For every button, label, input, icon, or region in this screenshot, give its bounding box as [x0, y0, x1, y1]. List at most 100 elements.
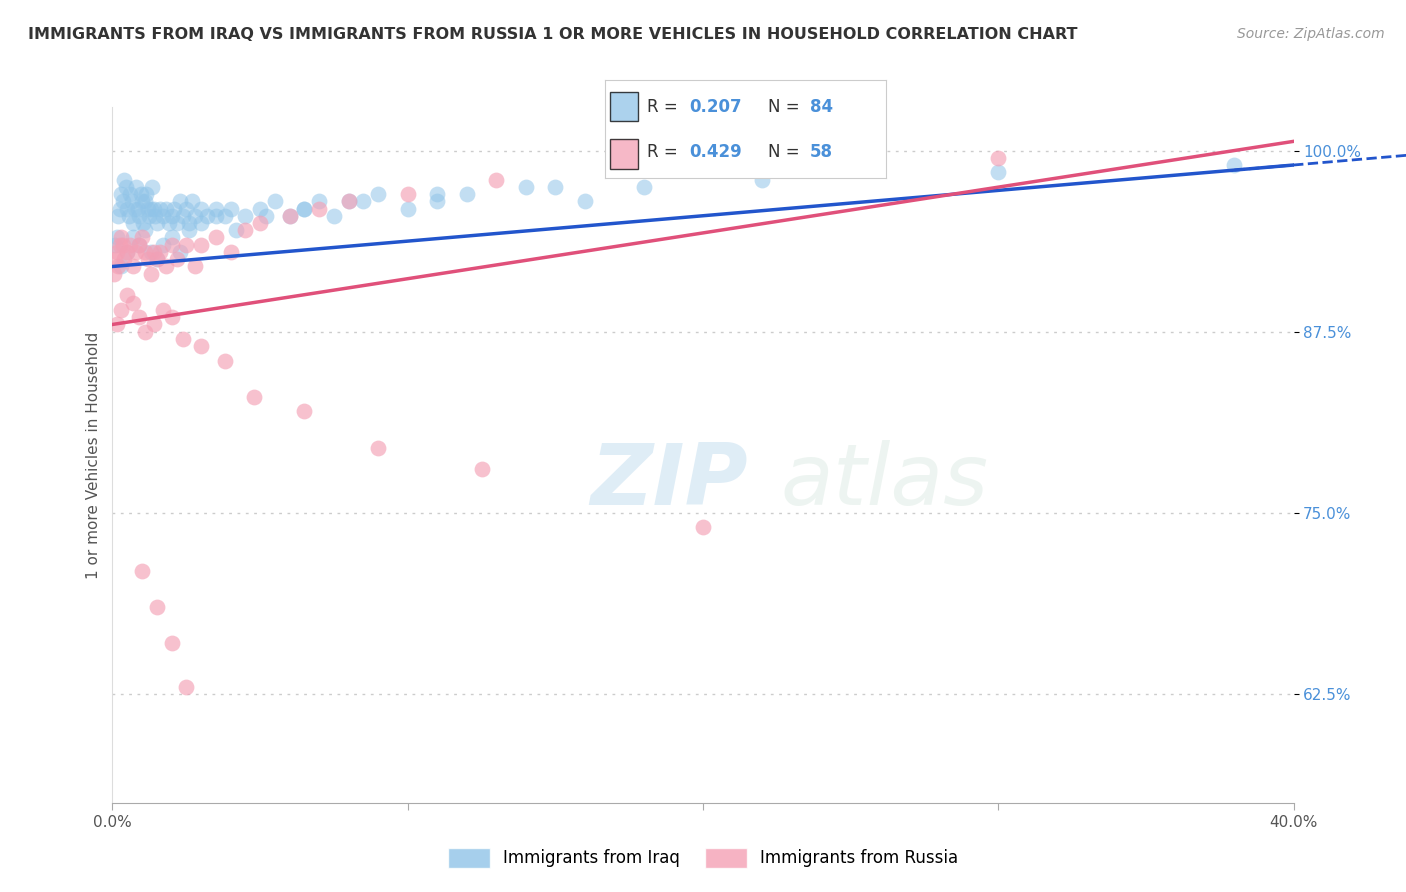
Point — [122, 230, 145, 244]
Point — [205, 209, 228, 223]
Point — [155, 260, 177, 274]
Point — [456, 187, 478, 202]
Point — [120, 237, 142, 252]
Point — [110, 260, 132, 274]
Point — [172, 209, 194, 223]
Legend: Immigrants from Iraq, Immigrants from Russia: Immigrants from Iraq, Immigrants from Ru… — [441, 841, 965, 875]
Text: 0.429: 0.429 — [689, 143, 742, 161]
Point — [104, 252, 127, 267]
Point — [149, 202, 172, 216]
Point — [337, 194, 360, 209]
Point — [172, 332, 194, 346]
Point — [205, 202, 228, 216]
Point — [110, 303, 132, 318]
Point — [143, 209, 166, 223]
Point — [117, 244, 138, 259]
Point — [190, 339, 212, 353]
Point — [111, 194, 134, 209]
Point — [111, 237, 134, 252]
Text: 58: 58 — [810, 143, 832, 161]
Point — [470, 462, 494, 476]
Point — [160, 237, 183, 252]
Point — [396, 187, 419, 202]
Point — [142, 202, 165, 216]
Point — [633, 158, 655, 172]
Point — [160, 636, 183, 650]
Point — [149, 244, 172, 259]
Point — [134, 223, 156, 237]
Point — [633, 179, 655, 194]
Point — [308, 202, 330, 216]
Point — [152, 237, 174, 252]
Point — [107, 260, 129, 274]
Point — [136, 202, 159, 216]
Point — [184, 209, 207, 223]
Point — [184, 260, 207, 274]
Point — [278, 209, 301, 223]
Point — [352, 194, 374, 209]
Text: atlas: atlas — [780, 440, 988, 524]
Point — [292, 202, 315, 216]
Point — [138, 209, 160, 223]
Point — [131, 194, 153, 209]
Point — [214, 209, 236, 223]
Point — [112, 172, 135, 186]
Text: 0.207: 0.207 — [689, 98, 741, 116]
Point — [166, 216, 188, 230]
Point — [152, 209, 174, 223]
Point — [146, 252, 169, 267]
Point — [131, 564, 153, 578]
Point — [122, 295, 145, 310]
Point — [134, 325, 156, 339]
Point — [426, 187, 449, 202]
Point — [166, 252, 188, 267]
Point — [142, 244, 165, 259]
Point — [134, 244, 156, 259]
Point — [128, 237, 150, 252]
Point — [179, 216, 201, 230]
Point — [515, 179, 537, 194]
Point — [104, 237, 127, 252]
Point — [233, 209, 256, 223]
Point — [146, 600, 169, 615]
Text: R =: R = — [647, 98, 683, 116]
Point — [163, 202, 186, 216]
FancyBboxPatch shape — [610, 92, 638, 121]
Text: IMMIGRANTS FROM IRAQ VS IMMIGRANTS FROM RUSSIA 1 OR MORE VEHICLES IN HOUSEHOLD C: IMMIGRANTS FROM IRAQ VS IMMIGRANTS FROM … — [28, 27, 1077, 42]
Point — [146, 216, 169, 230]
FancyBboxPatch shape — [610, 139, 638, 169]
Point — [987, 165, 1010, 179]
Point — [308, 194, 330, 209]
Point — [179, 223, 201, 237]
Point — [205, 230, 228, 244]
Point — [987, 151, 1010, 165]
Y-axis label: 1 or more Vehicles in Household: 1 or more Vehicles in Household — [86, 331, 101, 579]
Point — [190, 216, 212, 230]
Point — [128, 310, 150, 325]
Point — [114, 179, 136, 194]
Point — [337, 194, 360, 209]
Point — [225, 223, 247, 237]
Point — [169, 194, 191, 209]
Point — [108, 237, 131, 252]
Point — [121, 194, 143, 209]
Point — [174, 237, 197, 252]
Point — [254, 209, 277, 223]
Text: ZIP: ZIP — [591, 440, 748, 524]
Point — [214, 353, 236, 368]
Point — [128, 237, 150, 252]
Text: Source: ZipAtlas.com: Source: ZipAtlas.com — [1237, 27, 1385, 41]
Point — [141, 179, 163, 194]
Point — [292, 202, 315, 216]
Point — [219, 244, 242, 259]
Point — [160, 209, 183, 223]
Point — [105, 244, 128, 259]
Point — [139, 244, 162, 259]
Point — [127, 202, 149, 216]
Point — [129, 187, 152, 202]
Point — [132, 216, 155, 230]
Point — [323, 209, 346, 223]
Point — [139, 267, 162, 281]
Point — [117, 244, 138, 259]
Point — [544, 179, 567, 194]
